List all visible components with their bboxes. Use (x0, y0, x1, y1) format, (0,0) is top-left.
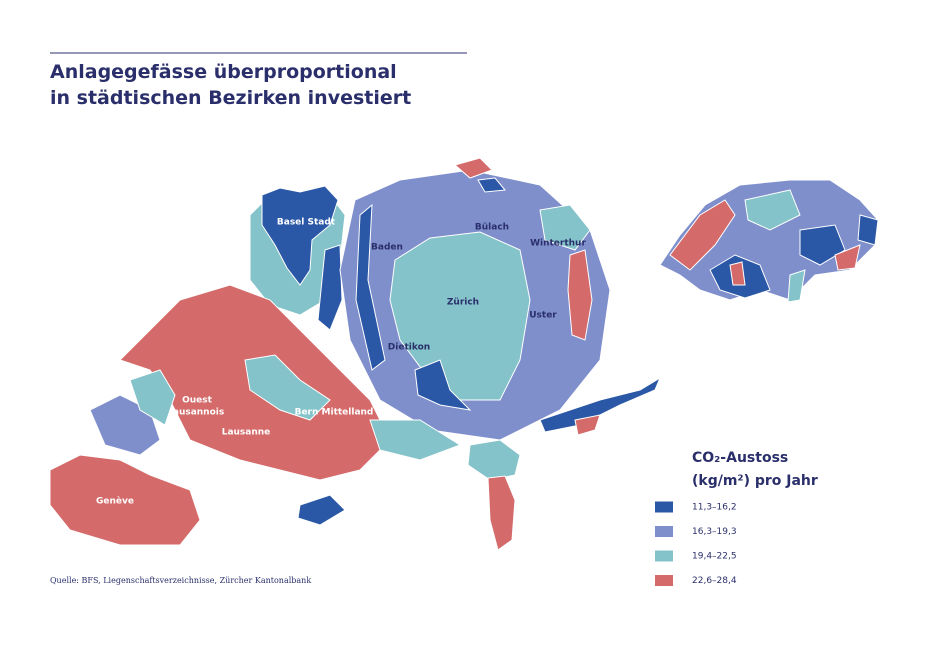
region (129, 369, 176, 426)
region (574, 414, 601, 436)
region (317, 244, 343, 331)
region (477, 177, 506, 193)
source: Quelle: BFS, Liegenschaftsverzeichnisse,… (50, 576, 311, 585)
region (355, 203, 386, 371)
region (787, 269, 806, 303)
legend-swatch (655, 501, 673, 513)
region (857, 214, 879, 246)
region (414, 359, 472, 411)
legend-swatch (655, 526, 673, 537)
legend-label: 16,3–19,3 (692, 527, 737, 537)
title-line: Anlagegefässe überproportional (50, 61, 397, 83)
district-label: Dietikon (388, 343, 430, 353)
district-label: lausannois (170, 408, 224, 418)
legend-label: 22,6–28,4 (692, 576, 737, 586)
region (244, 354, 331, 421)
region (539, 376, 662, 433)
title-line: in städtischen Bezirken investiert (50, 87, 411, 109)
district-label: Winterthur (530, 239, 586, 249)
district-label: Bülach (475, 223, 509, 233)
region (567, 249, 593, 341)
region (389, 231, 531, 401)
legend: 11,3–16,2 16,3–19,3 19,4–22,5 22,6–28,4 (655, 501, 737, 586)
region (49, 454, 201, 546)
legend-label: 11,3–16,2 (692, 503, 737, 513)
region (467, 439, 521, 481)
legend-swatch (655, 575, 673, 586)
cartogram (49, 157, 662, 551)
district-label: Zürich (447, 298, 479, 308)
region (261, 185, 339, 286)
legend-swatch (655, 550, 673, 562)
district-label: Ouest (182, 396, 213, 406)
switzerland-inset (659, 179, 879, 303)
region (297, 494, 346, 526)
region (453, 157, 493, 179)
region (729, 261, 746, 286)
region (369, 419, 462, 461)
district-label: Lausanne (222, 428, 271, 438)
region (487, 475, 516, 551)
district-label: Uster (529, 311, 557, 321)
legend-label: 19,4–22,5 (692, 552, 737, 562)
district-label: Basel Stadt (277, 218, 336, 228)
legend-title: CO₂-Austoss (692, 450, 788, 466)
district-label: Bern Mittelland (295, 408, 374, 418)
region (834, 244, 861, 271)
region (539, 204, 591, 251)
district-label: Baden (371, 243, 403, 253)
legend-title: (kg/m²) pro Jahr (692, 473, 818, 489)
region (669, 199, 736, 271)
district-label: Genève (96, 496, 134, 507)
region (799, 224, 846, 266)
region (744, 189, 801, 231)
map-labels: Basel Stadt Baden Bülach Winterthur Zürich Us… (96, 218, 586, 507)
